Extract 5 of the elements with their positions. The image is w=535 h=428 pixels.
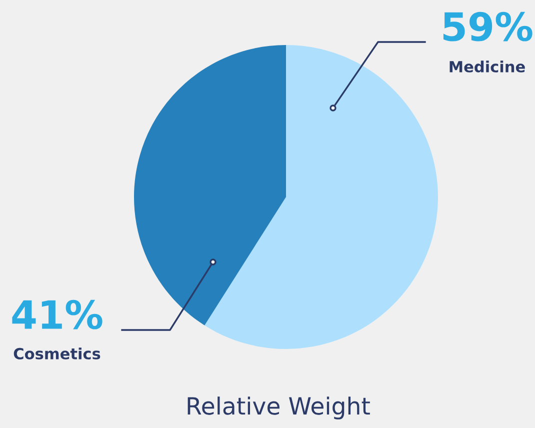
slice-label: Medicine — [450, 60, 525, 72]
slice-label: Cosmetics — [14, 348, 100, 360]
data-label: 41% — [12, 300, 102, 330]
text: Relative Weight — [188, 396, 370, 420]
data-label: 59% — [443, 12, 532, 42]
